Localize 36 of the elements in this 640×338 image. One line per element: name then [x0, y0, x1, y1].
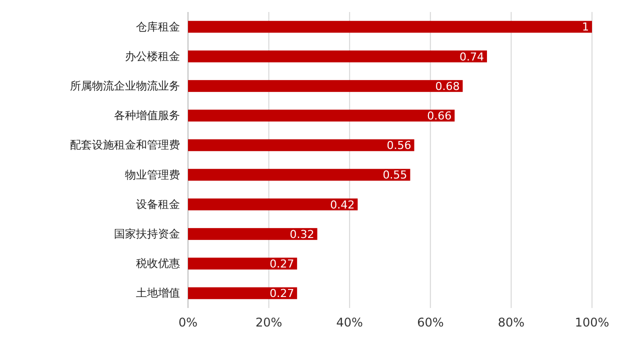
y-tick-label: 办公楼租金: [125, 50, 180, 63]
y-tick-label: 配套设施租金和管理费: [70, 138, 180, 152]
bar: [188, 258, 298, 270]
y-tick-label: 所属物流企业物流业务: [70, 80, 180, 93]
data-label: 1: [582, 20, 589, 34]
bar: [188, 139, 414, 152]
data-label: 0.74: [459, 50, 484, 64]
data-label: 0.42: [330, 198, 355, 212]
data-label: 0.66: [427, 109, 452, 122]
y-tick-label: 设备租金: [136, 198, 180, 211]
bar: [188, 287, 298, 300]
y-tick-label: 物业管理费: [125, 168, 180, 182]
data-label: 0.55: [382, 168, 408, 182]
x-tick-label: 0%: [178, 316, 198, 330]
bar: [188, 50, 487, 62]
data-label: 0.27: [270, 287, 294, 300]
y-tick-label: 国家扶持资金: [114, 228, 180, 241]
bar: [188, 80, 463, 92]
x-tick-label: 20%: [255, 316, 282, 330]
data-label: 0.27: [270, 257, 294, 270]
x-tick-label: 60%: [417, 316, 444, 330]
data-label: 0.68: [435, 80, 460, 93]
data-label: 0.56: [386, 139, 412, 152]
bar: [188, 228, 318, 240]
x-tick-label: 100%: [574, 316, 610, 330]
bar: [188, 168, 410, 181]
data-label: 0.32: [290, 228, 314, 241]
bar: [188, 20, 592, 33]
bar: [188, 198, 358, 210]
y-tick-label: 仓库租金: [136, 20, 180, 34]
y-tick-label: 土地增值: [136, 286, 180, 300]
y-tick-label: 税收优惠: [136, 257, 180, 270]
bar: [188, 110, 455, 122]
x-tick-label: 40%: [336, 316, 363, 330]
y-tick-label: 各种增值服务: [114, 109, 180, 122]
x-tick-label: 80%: [498, 316, 525, 330]
